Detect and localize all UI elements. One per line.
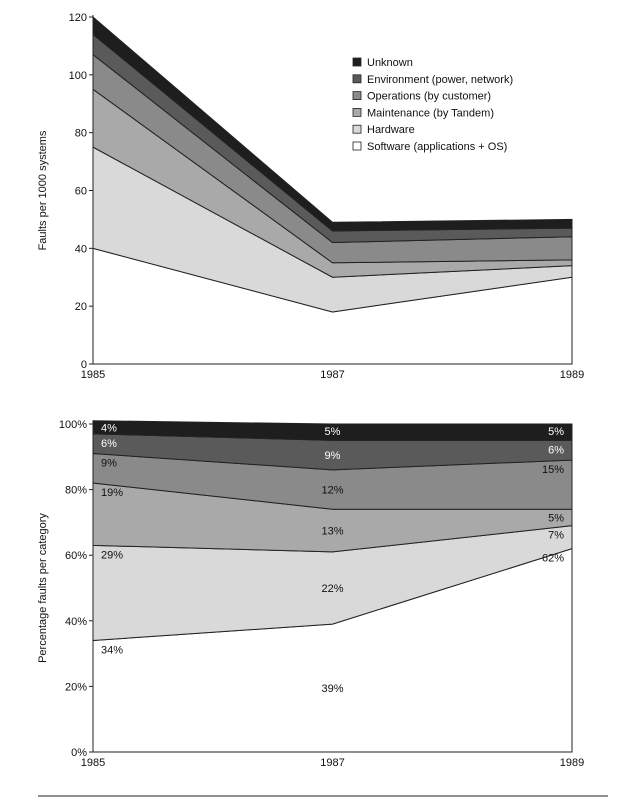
y-tick-label: 60 — [75, 186, 87, 198]
legend-swatch — [352, 124, 362, 134]
legend-label: Operations (by customer) — [367, 91, 491, 103]
x-tick-label: 1987 — [320, 369, 344, 381]
x-tick-label: 1987 — [320, 757, 344, 769]
x-tick-label: 1985 — [81, 757, 105, 769]
data-label-environment-power-network: 9% — [325, 450, 341, 462]
legend-label: Hardware — [367, 124, 415, 136]
data-label-maintenance-by-tandem: 19% — [101, 487, 123, 499]
y-tick-label: 100 — [69, 70, 87, 82]
legend-label: Environment (power, network) — [367, 74, 513, 86]
y-tick-label: 20% — [65, 681, 87, 693]
data-label-hardware: 7% — [548, 530, 564, 542]
x-tick-label: 1989 — [560, 757, 584, 769]
y-tick-label: 0 — [81, 359, 87, 371]
y-axis-title: Percentage faults per category — [37, 513, 49, 663]
faults-per-systems-chart: 0 20 40 60 80 100 120 1985 1987 1989 Faults per 10… — [37, 12, 584, 381]
y-tick-label: 40 — [75, 243, 87, 255]
data-label-maintenance-by-tandem: 5% — [548, 512, 564, 524]
y-tick-label: 100% — [59, 419, 87, 431]
data-label-hardware: 22% — [321, 583, 343, 595]
data-label-operations-by-customer: 12% — [321, 485, 343, 497]
x-tick-label: 1985 — [81, 369, 105, 381]
data-label-software-applications-os: 62% — [542, 553, 564, 565]
legend-box — [345, 52, 535, 160]
legend-label: Unknown — [367, 57, 413, 69]
legend-swatch — [352, 74, 362, 84]
y-tick-label: 0% — [71, 747, 87, 759]
legend-swatch — [352, 141, 362, 151]
data-label-software-applications-os: 39% — [321, 683, 343, 695]
y-tick-label: 40% — [65, 616, 87, 628]
data-label-unknown: 5% — [548, 426, 564, 438]
legend-swatch — [352, 57, 362, 67]
legend-swatch — [352, 91, 362, 100]
data-label-operations-by-customer: 9% — [101, 458, 117, 470]
data-label-hardware: 29% — [101, 549, 123, 561]
y-tick-label: 60% — [65, 550, 87, 562]
data-label-environment-power-network: 6% — [101, 438, 117, 450]
x-tick-label: 1989 — [560, 369, 584, 381]
y-axis-title: Faults per 1000 systems — [37, 130, 49, 250]
percentage-faults-chart: 0% 20% 40% 60% 80% 100% 1985 1987 1989 Percentage… — [37, 419, 584, 769]
y-tick-label: 20 — [75, 301, 87, 313]
data-label-environment-power-network: 6% — [548, 444, 564, 456]
data-label-unknown: 5% — [325, 426, 341, 438]
legend-label: Software (applications + OS) — [367, 141, 507, 153]
y-tick-label: 120 — [69, 12, 87, 24]
data-label-operations-by-customer: 15% — [542, 464, 564, 476]
data-label-software-applications-os: 34% — [101, 644, 123, 656]
data-label-maintenance-by-tandem: 13% — [321, 526, 343, 538]
legend-label: Maintenance (by Tandem) — [367, 107, 494, 119]
legend-swatch — [352, 108, 362, 117]
y-tick-label: 80% — [65, 485, 87, 497]
data-label-unknown: 4% — [101, 423, 117, 435]
y-tick-label: 80 — [75, 128, 87, 140]
